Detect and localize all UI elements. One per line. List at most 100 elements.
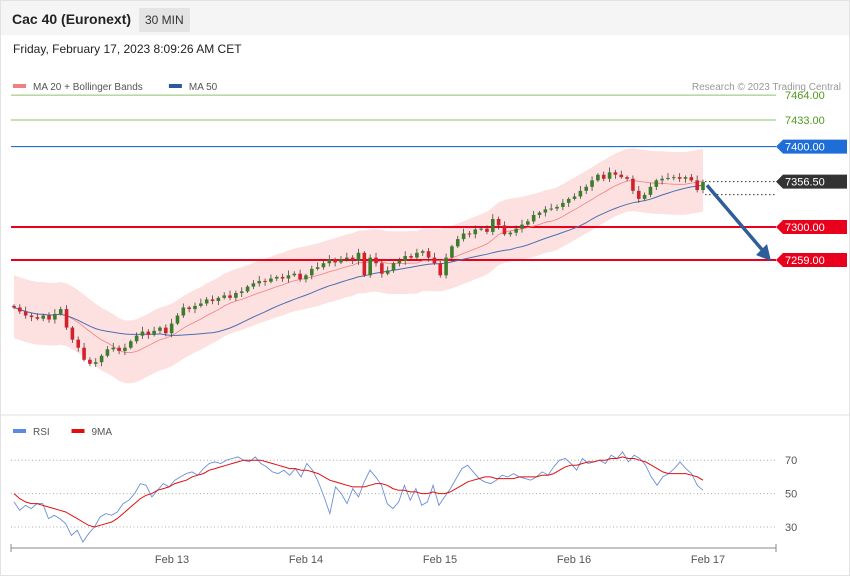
forecast-arrow-shaft [705, 184, 766, 254]
candle-body [385, 270, 390, 274]
candle-body [636, 190, 641, 199]
candle-body [304, 275, 308, 280]
candle-body [204, 299, 209, 304]
candle-body [257, 280, 262, 284]
candle-body [450, 246, 454, 258]
candle-body [514, 228, 518, 233]
rsi-level-label: 50 [785, 489, 797, 501]
candle-body [455, 239, 460, 247]
candle-body [584, 186, 589, 191]
candle-body [672, 177, 676, 179]
rsi-legend-swatch [13, 429, 26, 433]
candle-body [631, 178, 635, 191]
candle-body [263, 280, 267, 282]
candle-body [239, 291, 244, 294]
candle-body [596, 174, 600, 181]
candle-body [234, 293, 238, 298]
candle-body [164, 327, 168, 334]
candle-body [660, 178, 664, 181]
candle-body [502, 225, 507, 235]
candle-body [199, 303, 203, 306]
candle-body [467, 233, 472, 235]
candle-body [88, 359, 92, 364]
candle-body [292, 273, 297, 276]
level-label-7433.00: 7433.00 [785, 115, 825, 127]
timeframe-badge[interactable]: 30 MIN [139, 8, 190, 32]
candle-body [701, 181, 705, 191]
candle-body [549, 208, 553, 210]
candle-body [677, 177, 682, 179]
candle-body [245, 286, 250, 292]
candle-body [590, 180, 594, 187]
candle-body [12, 305, 16, 308]
candle-body [345, 257, 349, 260]
candle-body [82, 347, 86, 360]
candle-body [666, 177, 670, 179]
candle-body [420, 251, 425, 253]
candle-body [140, 331, 145, 336]
candle-body [526, 221, 530, 225]
candle-body [222, 295, 227, 298]
candle-body [537, 212, 542, 215]
rsi-legend-label: 9MA [92, 427, 113, 438]
candle-body [333, 259, 337, 263]
x-tick-label: Feb 14 [289, 554, 323, 566]
candle-body [403, 255, 408, 261]
candles [12, 167, 705, 368]
candle-body [572, 196, 577, 199]
candle-body [642, 194, 647, 199]
candle-body [309, 268, 314, 276]
ma50-line [13, 184, 704, 336]
candle-body [251, 283, 256, 287]
candle-body [374, 257, 378, 264]
x-tick-label: Feb 15 [423, 554, 457, 566]
candle-body [105, 349, 110, 356]
candle-body [391, 263, 396, 271]
candle-body [111, 347, 116, 350]
candle-body [397, 260, 402, 264]
candle-body [426, 251, 431, 258]
candle-body [520, 224, 524, 229]
candle-body [35, 317, 40, 319]
level-label-7464.00: 7464.00 [785, 90, 825, 102]
candle-body [438, 263, 443, 276]
candle-body [578, 190, 583, 197]
candle-body [175, 315, 180, 324]
candle-body [123, 347, 127, 351]
candle-body [543, 209, 548, 213]
x-tick-label: Feb 13 [155, 554, 189, 566]
candle-body [695, 180, 699, 191]
rsi-ma-line [13, 456, 704, 528]
rsi-level-label: 30 [785, 522, 797, 534]
candle-body [380, 263, 384, 274]
candle-body [18, 307, 22, 312]
candle-body [280, 276, 285, 279]
level-label-7300.00: 7300.00 [785, 222, 825, 234]
candle-body [70, 327, 75, 340]
candle-body [169, 323, 174, 334]
candle-body [531, 214, 536, 222]
instrument-title: Cac 40 (Euronext) [12, 11, 132, 27]
rsi-line [13, 451, 704, 543]
candle-body [490, 218, 495, 232]
candle-body [29, 315, 34, 318]
candle-body [23, 311, 28, 316]
level-tag-7400.00 [776, 139, 847, 154]
candle-body [339, 259, 343, 263]
candle-body [613, 172, 618, 175]
candle-body [356, 252, 361, 261]
rsi-legend-label: RSI [33, 427, 50, 438]
bollinger-band [14, 148, 703, 384]
rsi-legend-swatch [71, 429, 85, 433]
x-tick-label: Feb 17 [691, 554, 725, 566]
candle-body [152, 330, 156, 335]
candle-body [298, 273, 302, 280]
candle-body [415, 252, 419, 258]
candle-body [461, 233, 466, 240]
candle-body [601, 174, 606, 179]
legend-label: MA 50 [189, 82, 218, 93]
candle-body [654, 180, 659, 187]
candle-body [47, 315, 51, 320]
candle-body [146, 331, 151, 335]
candle-body [648, 186, 653, 195]
